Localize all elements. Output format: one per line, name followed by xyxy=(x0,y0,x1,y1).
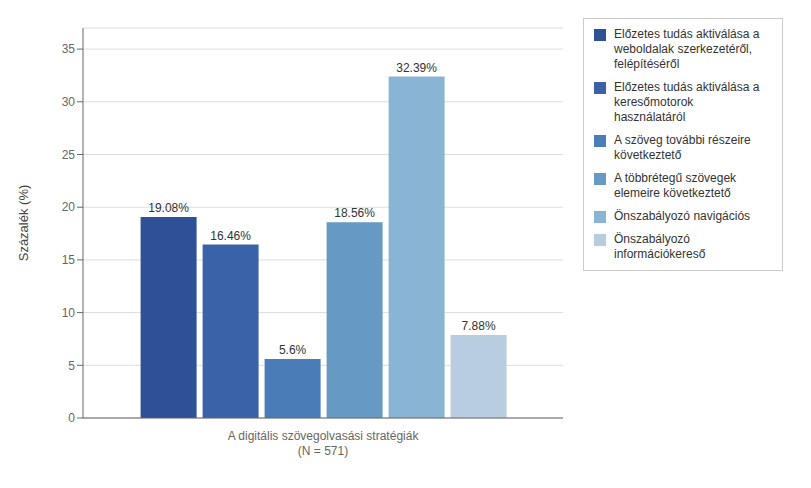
html-text:felépítéséről: felépítéséről xyxy=(614,57,680,71)
html-text:Önszabályozó navigációs: Önszabályozó navigációs xyxy=(614,209,751,223)
svg-text:30: 30 xyxy=(62,95,76,109)
html-text:A szöveg további részeire: A szöveg további részeire xyxy=(614,133,751,147)
svg-text:35: 35 xyxy=(62,42,76,56)
svg-text:19.08%: 19.08% xyxy=(148,201,189,215)
html-text:használatáról: használatáról xyxy=(614,110,686,124)
html-text:információkereső: információkereső xyxy=(614,247,706,261)
svg-text:16.46%: 16.46% xyxy=(210,229,251,243)
svg-text:25: 25 xyxy=(62,148,76,162)
html-text:A többrétegű szövegek: A többrétegű szövegek xyxy=(614,171,737,185)
svg-text:10: 10 xyxy=(62,306,76,320)
svg-text:15: 15 xyxy=(62,253,76,267)
html-text:következtető: következtető xyxy=(614,148,682,162)
html-text:Előzetes tudás aktiválása a: Előzetes tudás aktiválása a xyxy=(614,27,760,41)
svg-text:7.88%: 7.88% xyxy=(462,319,496,333)
svg-text:5: 5 xyxy=(68,359,75,373)
html-text:weboldalak szerkezetéről,: weboldalak szerkezetéről, xyxy=(614,42,753,56)
html-text:Önszabályozó: Önszabályozó xyxy=(614,232,690,246)
svg-text:18.56%: 18.56% xyxy=(334,206,375,220)
html-text:Előzetes tudás aktiválása a: Előzetes tudás aktiválása a xyxy=(614,80,760,94)
svg-text:20: 20 xyxy=(62,200,76,214)
svg-text:32.39%: 32.39% xyxy=(396,61,437,75)
svg-text:5.6%: 5.6% xyxy=(279,343,307,357)
html-text:elemeire következtető: elemeire következtető xyxy=(614,186,731,200)
svg-text:0: 0 xyxy=(68,411,75,425)
svg-text:A digitális szövegolvasási str: A digitális szövegolvasási stratégiák(N … xyxy=(228,429,420,458)
html-text:keresőmotorok: keresőmotorok xyxy=(614,95,694,109)
svg-text:Százalék (%): Százalék (%) xyxy=(16,185,31,262)
